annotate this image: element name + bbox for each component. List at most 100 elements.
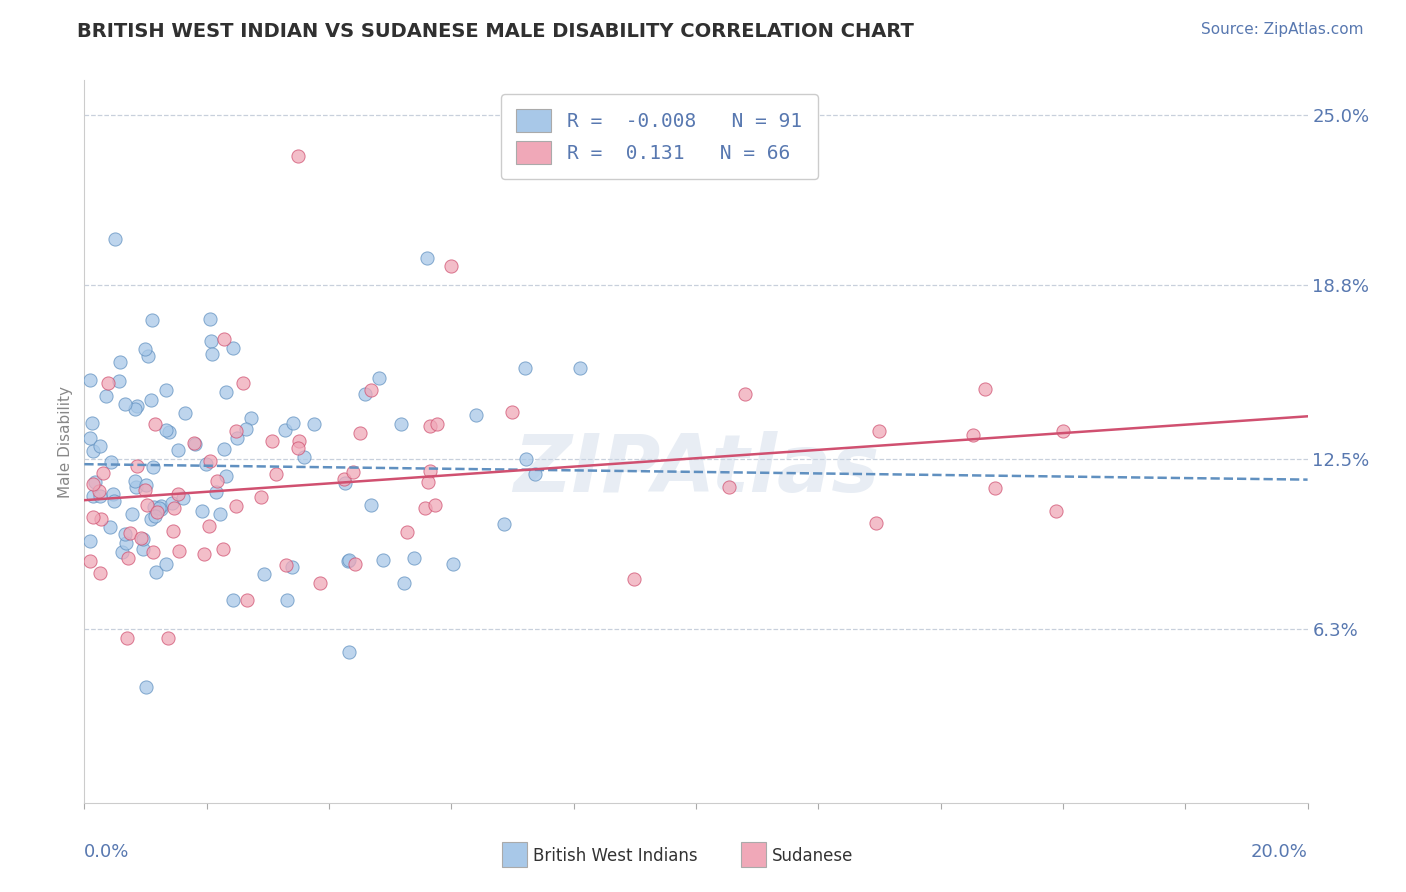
Point <box>100 455 122 469</box>
Point <box>250 491 273 505</box>
Point <box>120 526 142 541</box>
Point <box>440 259 463 273</box>
Point <box>333 472 356 486</box>
Point <box>89 489 111 503</box>
Point <box>501 405 523 419</box>
Point <box>79 533 101 548</box>
Point <box>162 524 184 538</box>
Point <box>717 480 740 494</box>
Point <box>287 441 309 455</box>
Point <box>1045 504 1067 518</box>
Point <box>145 566 167 580</box>
Point <box>191 503 214 517</box>
Point <box>107 374 129 388</box>
Point <box>292 450 315 464</box>
Point <box>117 551 139 566</box>
Point <box>155 384 177 398</box>
Point <box>143 417 166 431</box>
Point <box>207 475 229 489</box>
Point <box>212 541 235 556</box>
Point <box>174 406 197 420</box>
Point <box>288 434 311 448</box>
Point <box>132 541 155 556</box>
Point <box>426 417 449 431</box>
Point <box>89 439 111 453</box>
Point <box>515 452 537 467</box>
Point <box>142 545 165 559</box>
Point <box>360 383 382 397</box>
Point <box>79 373 101 387</box>
Point <box>225 424 247 438</box>
Point <box>425 499 447 513</box>
Point <box>273 423 295 437</box>
Point <box>79 431 101 445</box>
Point <box>343 557 366 571</box>
Point <box>215 469 238 483</box>
Point <box>146 505 169 519</box>
Point <box>389 417 412 431</box>
Point <box>266 467 288 482</box>
Point <box>392 576 415 591</box>
Point <box>1052 424 1074 438</box>
Point <box>395 525 418 540</box>
Point <box>373 553 395 567</box>
Point <box>167 443 190 458</box>
Point <box>236 593 259 607</box>
Point <box>281 416 304 430</box>
Text: BRITISH WEST INDIAN VS SUDANESE MALE DISABILITY CORRELATION CHART: BRITISH WEST INDIAN VS SUDANESE MALE DIS… <box>77 22 914 41</box>
Point <box>225 499 247 513</box>
Text: Sudanese: Sudanese <box>772 847 853 865</box>
Point <box>353 386 375 401</box>
Point <box>108 355 131 369</box>
Point <box>167 486 190 500</box>
Point <box>104 231 127 245</box>
Point <box>155 557 177 571</box>
Point <box>111 545 134 559</box>
Point <box>139 511 162 525</box>
Point <box>124 474 146 488</box>
Point <box>96 389 118 403</box>
Point <box>232 376 254 390</box>
Point <box>115 535 138 549</box>
Point <box>464 408 486 422</box>
Point <box>494 516 516 531</box>
Point <box>419 465 441 479</box>
Legend: R =  -0.008   N = 91, R =  0.131   N = 66: R = -0.008 N = 91, R = 0.131 N = 66 <box>501 94 818 179</box>
Point <box>623 572 645 586</box>
Point <box>198 312 221 326</box>
Text: ZIPAtlas: ZIPAtlas <box>513 432 879 509</box>
Point <box>204 484 226 499</box>
Point <box>160 496 183 510</box>
Point <box>973 382 995 396</box>
Point <box>84 475 107 490</box>
Point <box>368 371 391 385</box>
Point <box>82 510 104 524</box>
Point <box>183 435 205 450</box>
Point <box>513 360 536 375</box>
Point <box>337 644 360 658</box>
Point <box>141 313 163 327</box>
Point <box>984 481 1007 495</box>
Point <box>89 566 111 581</box>
Point <box>149 502 172 516</box>
Point <box>212 333 235 347</box>
Point <box>222 341 245 355</box>
Point <box>281 559 304 574</box>
Point <box>276 593 298 607</box>
Point <box>226 431 249 445</box>
Point <box>135 680 157 694</box>
Point <box>349 426 371 441</box>
Point <box>333 476 356 491</box>
Point <box>240 411 263 425</box>
Point <box>156 631 179 645</box>
Point <box>337 554 360 568</box>
Point <box>302 417 325 431</box>
Point <box>82 444 104 458</box>
Point <box>124 480 146 494</box>
Point <box>172 491 194 505</box>
Point <box>418 418 440 433</box>
Text: 20.0%: 20.0% <box>1251 843 1308 861</box>
Point <box>121 508 143 522</box>
Point <box>195 457 218 471</box>
Point <box>342 465 364 479</box>
